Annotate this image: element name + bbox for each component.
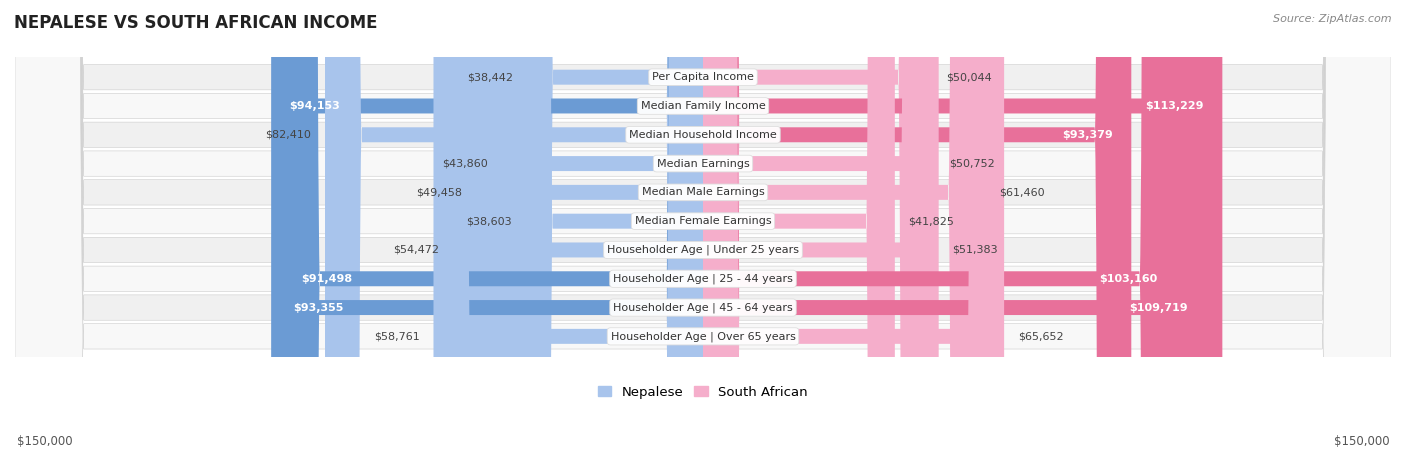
Text: $113,229: $113,229 bbox=[1146, 101, 1204, 111]
Text: $51,383: $51,383 bbox=[952, 245, 998, 255]
FancyBboxPatch shape bbox=[15, 0, 1391, 467]
Text: Median Earnings: Median Earnings bbox=[657, 159, 749, 169]
FancyBboxPatch shape bbox=[526, 0, 703, 467]
FancyBboxPatch shape bbox=[325, 0, 703, 467]
Legend: Nepalese, South African: Nepalese, South African bbox=[593, 380, 813, 404]
Text: $50,752: $50,752 bbox=[949, 159, 995, 169]
Text: $65,652: $65,652 bbox=[1018, 332, 1063, 341]
FancyBboxPatch shape bbox=[703, 0, 984, 467]
Text: $94,153: $94,153 bbox=[290, 101, 340, 111]
Text: $150,000: $150,000 bbox=[17, 435, 73, 448]
FancyBboxPatch shape bbox=[274, 0, 703, 467]
Text: $109,719: $109,719 bbox=[1129, 303, 1188, 312]
FancyBboxPatch shape bbox=[502, 0, 703, 467]
FancyBboxPatch shape bbox=[15, 0, 1391, 467]
Text: $93,379: $93,379 bbox=[1062, 130, 1114, 140]
FancyBboxPatch shape bbox=[433, 0, 703, 467]
Text: Median Family Income: Median Family Income bbox=[641, 101, 765, 111]
FancyBboxPatch shape bbox=[15, 0, 1391, 467]
FancyBboxPatch shape bbox=[15, 0, 1391, 467]
Text: Householder Age | 25 - 44 years: Householder Age | 25 - 44 years bbox=[613, 274, 793, 284]
FancyBboxPatch shape bbox=[477, 0, 703, 467]
FancyBboxPatch shape bbox=[15, 0, 1391, 467]
Text: NEPALESE VS SOUTH AFRICAN INCOME: NEPALESE VS SOUTH AFRICAN INCOME bbox=[14, 14, 378, 32]
FancyBboxPatch shape bbox=[15, 0, 1391, 467]
FancyBboxPatch shape bbox=[15, 0, 1391, 467]
FancyBboxPatch shape bbox=[453, 0, 703, 467]
Text: $49,458: $49,458 bbox=[416, 187, 463, 198]
Text: $82,410: $82,410 bbox=[266, 130, 311, 140]
Text: $61,460: $61,460 bbox=[998, 187, 1045, 198]
FancyBboxPatch shape bbox=[15, 0, 1391, 467]
Text: $93,355: $93,355 bbox=[294, 303, 343, 312]
FancyBboxPatch shape bbox=[703, 0, 894, 467]
FancyBboxPatch shape bbox=[703, 0, 932, 467]
Text: $41,825: $41,825 bbox=[908, 216, 955, 226]
FancyBboxPatch shape bbox=[15, 0, 1391, 467]
FancyBboxPatch shape bbox=[527, 0, 703, 467]
Text: $54,472: $54,472 bbox=[394, 245, 440, 255]
Text: $58,761: $58,761 bbox=[374, 332, 420, 341]
Text: Median Male Earnings: Median Male Earnings bbox=[641, 187, 765, 198]
FancyBboxPatch shape bbox=[703, 0, 1004, 467]
Text: $103,160: $103,160 bbox=[1099, 274, 1157, 284]
Text: Median Household Income: Median Household Income bbox=[628, 130, 778, 140]
FancyBboxPatch shape bbox=[271, 0, 703, 467]
FancyBboxPatch shape bbox=[703, 0, 1206, 467]
FancyBboxPatch shape bbox=[703, 0, 1177, 467]
Text: $91,498: $91,498 bbox=[302, 274, 353, 284]
Text: $150,000: $150,000 bbox=[1333, 435, 1389, 448]
Text: Per Capita Income: Per Capita Income bbox=[652, 72, 754, 82]
Text: Householder Age | Under 25 years: Householder Age | Under 25 years bbox=[607, 245, 799, 255]
FancyBboxPatch shape bbox=[703, 0, 939, 467]
FancyBboxPatch shape bbox=[703, 0, 1132, 467]
Text: Median Female Earnings: Median Female Earnings bbox=[634, 216, 772, 226]
Text: $43,860: $43,860 bbox=[443, 159, 488, 169]
Text: $50,044: $50,044 bbox=[946, 72, 993, 82]
Text: Householder Age | Over 65 years: Householder Age | Over 65 years bbox=[610, 331, 796, 341]
Text: $38,442: $38,442 bbox=[467, 72, 513, 82]
FancyBboxPatch shape bbox=[703, 0, 1222, 467]
Text: $38,603: $38,603 bbox=[467, 216, 512, 226]
Text: Householder Age | 45 - 64 years: Householder Age | 45 - 64 years bbox=[613, 302, 793, 313]
FancyBboxPatch shape bbox=[703, 0, 936, 467]
FancyBboxPatch shape bbox=[15, 0, 1391, 467]
Text: Source: ZipAtlas.com: Source: ZipAtlas.com bbox=[1274, 14, 1392, 24]
FancyBboxPatch shape bbox=[284, 0, 703, 467]
